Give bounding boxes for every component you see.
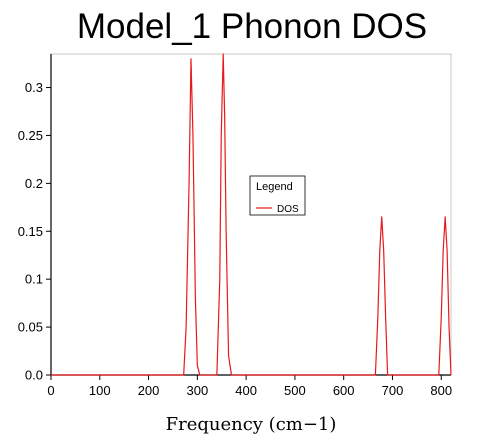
- x-tick-label: 300: [186, 383, 208, 398]
- x-tick-label: 500: [284, 383, 306, 398]
- x-tick-label: 600: [333, 383, 355, 398]
- y-tick-label: 0.25: [18, 128, 43, 143]
- x-tick-label: 800: [430, 383, 452, 398]
- y-tick-label: 0.2: [25, 176, 43, 191]
- y-tick-label: 0.3: [25, 80, 43, 95]
- chart-title: Model_1 Phonon DOS: [77, 7, 427, 46]
- x-axis-label: Frequency (cm−1): [166, 414, 337, 435]
- legend-entry-dos: DOS: [277, 204, 299, 215]
- y-axis-ticks: 0.0 0.05 0.1 0.15 0.2 0.25 0.3: [18, 80, 51, 383]
- x-tick-label: 400: [235, 383, 257, 398]
- y-tick-label: 0.15: [18, 224, 43, 239]
- y-tick-label: 0.0: [25, 368, 43, 383]
- x-axis-ticks: 0 100 200 300 400 500 600 700 800: [47, 375, 452, 398]
- x-tick-label: 100: [89, 383, 111, 398]
- y-tick-label: 0.05: [18, 320, 43, 335]
- series-line-dos: [51, 53, 452, 376]
- x-tick-label: 0: [47, 383, 54, 398]
- x-tick-label: 700: [382, 383, 404, 398]
- y-tick-label: 0.1: [25, 272, 43, 287]
- legend-title: Legend: [256, 181, 293, 193]
- series-layer: [51, 53, 452, 376]
- legend: Legend DOS: [249, 175, 306, 216]
- x-tick-label: 200: [138, 383, 160, 398]
